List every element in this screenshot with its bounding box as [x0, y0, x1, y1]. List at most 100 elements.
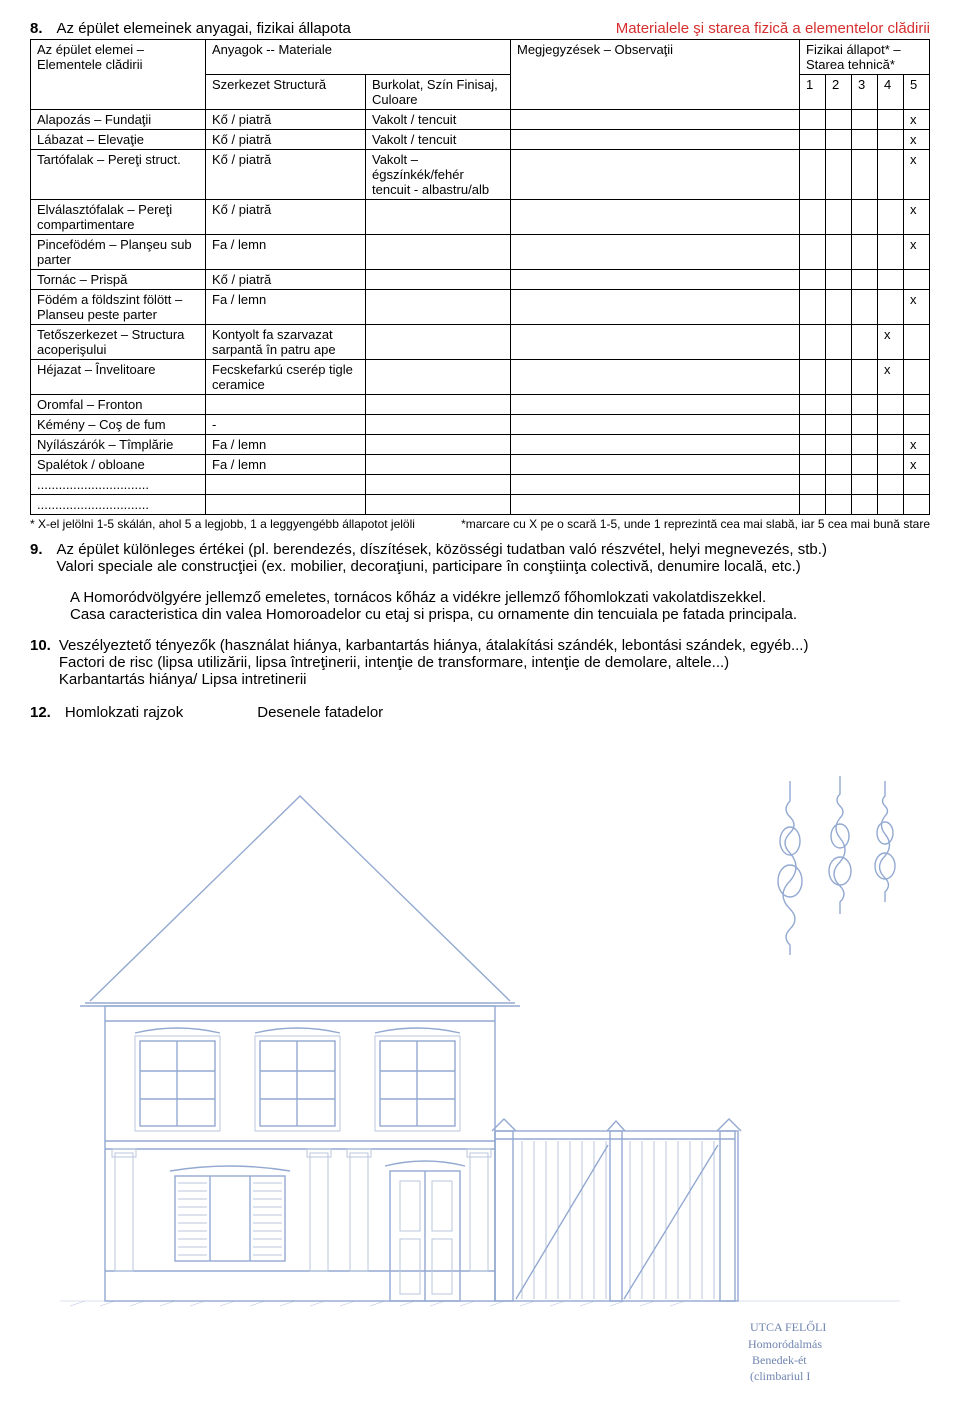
state-cell-3: [852, 495, 878, 515]
table-cell: Elválasztófalak – Pereţi compartimentare: [31, 200, 206, 235]
table-cell: [511, 235, 800, 270]
drawing-note-2: Homoródalmás: [748, 1337, 822, 1351]
table-cell: Kő / piatră: [206, 200, 366, 235]
state-cell-4: [878, 395, 904, 415]
state-cell-4: [878, 435, 904, 455]
state-cell-5: x: [904, 435, 930, 455]
state-cell-2: [826, 495, 852, 515]
state-cell-5: [904, 475, 930, 495]
table-row: Pincefödém – Planşeu sub parterFa / lemn…: [31, 235, 930, 270]
state-cell-3: [852, 415, 878, 435]
table-cell: [366, 435, 511, 455]
table-cell: -: [206, 415, 366, 435]
section-8-title-left: Az épület elemeinek anyagai, fizikai áll…: [57, 20, 602, 37]
th-n4: 4: [878, 75, 904, 110]
table-cell: [511, 395, 800, 415]
section-12-label2: Desenele fatadelor: [257, 704, 383, 721]
table-row: Tetőszerkezet – Structura acoperişuluiKo…: [31, 325, 930, 360]
table-cell: Spalétok / obloane: [31, 455, 206, 475]
state-cell-2: [826, 130, 852, 150]
th-elemei: Az épület elemei – Elementele clădirii: [31, 40, 206, 110]
table-cell: [366, 495, 511, 515]
table-cell: Fa / lemn: [206, 455, 366, 475]
section-12-label1: Homlokzati rajzok: [65, 704, 183, 721]
section-9-para1: A Homoródvölgyére jellemző emeletes, tor…: [70, 589, 930, 606]
table-cell: [366, 360, 511, 395]
state-cell-4: x: [878, 325, 904, 360]
state-cell-1: [800, 395, 826, 415]
table-cell: Alapozás – Fundaţii: [31, 110, 206, 130]
table-cell: Vakolt – égszínkék/fehér tencuit - albas…: [366, 150, 511, 200]
section-9-line1: Az épület különleges értékei (pl. berend…: [57, 541, 827, 558]
state-cell-2: [826, 110, 852, 130]
table-cell: [366, 290, 511, 325]
table-cell: [206, 395, 366, 415]
state-cell-5: [904, 270, 930, 290]
section-9-paragraphs: A Homoródvölgyére jellemző emeletes, tor…: [70, 589, 930, 623]
state-cell-1: [800, 235, 826, 270]
state-cell-2: [826, 235, 852, 270]
state-cell-3: [852, 270, 878, 290]
section-9-para2: Casa caracteristica din valea Homoroadel…: [70, 606, 930, 623]
table-cell: Fa / lemn: [206, 290, 366, 325]
table-cell: [511, 110, 800, 130]
table-cell: Fa / lemn: [206, 235, 366, 270]
state-cell-4: [878, 150, 904, 200]
drawing-note-4: (climbariul I: [750, 1369, 810, 1383]
section-9: 9. Az épület különleges értékei (pl. ber…: [30, 541, 930, 575]
section-10: 10. Veszélyeztető tényezők (használat hi…: [30, 637, 930, 688]
th-n2: 2: [826, 75, 852, 110]
table-cell: Héjazat – Învelitoare: [31, 360, 206, 395]
state-cell-3: [852, 130, 878, 150]
state-cell-5: x: [904, 200, 930, 235]
th-n3: 3: [852, 75, 878, 110]
state-cell-5: x: [904, 235, 930, 270]
th-n5: 5: [904, 75, 930, 110]
table-cell: Kő / piatră: [206, 270, 366, 290]
state-cell-4: [878, 415, 904, 435]
state-cell-5: x: [904, 130, 930, 150]
state-cell-3: [852, 435, 878, 455]
table-cell: [511, 435, 800, 455]
table-cell: Kémény – Coş de fum: [31, 415, 206, 435]
table-cell: [511, 130, 800, 150]
table-cell: [511, 495, 800, 515]
table-cell: Lábazat – Elevaţie: [31, 130, 206, 150]
state-cell-2: [826, 455, 852, 475]
state-cell-2: [826, 325, 852, 360]
state-cell-2: [826, 395, 852, 415]
state-cell-4: [878, 475, 904, 495]
state-cell-2: [826, 150, 852, 200]
state-cell-4: [878, 495, 904, 515]
table-cell: [366, 415, 511, 435]
section-8-title-right: Materialele şi starea fizică a elementel…: [616, 20, 930, 37]
state-cell-3: [852, 200, 878, 235]
state-cell-5: x: [904, 290, 930, 325]
state-cell-1: [800, 455, 826, 475]
table-cell: Tornác – Prispă: [31, 270, 206, 290]
table-row: ...............................: [31, 475, 930, 495]
state-cell-1: [800, 130, 826, 150]
table-row: Spalétok / obloaneFa / lemnx: [31, 455, 930, 475]
table-row: Elválasztófalak – Pereţi compartimentare…: [31, 200, 930, 235]
state-cell-2: [826, 475, 852, 495]
state-cell-3: [852, 110, 878, 130]
state-cell-3: [852, 235, 878, 270]
table-legend: * X-el jelölni 1-5 skálán, ahol 5 a legj…: [30, 517, 930, 531]
state-cell-1: [800, 150, 826, 200]
section-12: 12. Homlokzati rajzok Desenele fatadelor: [30, 704, 930, 721]
state-cell-3: [852, 150, 878, 200]
table-row: Lábazat – ElevaţieKő / piatrăVakolt / te…: [31, 130, 930, 150]
state-cell-4: [878, 270, 904, 290]
table-cell: ...............................: [31, 495, 206, 515]
table-cell: [511, 455, 800, 475]
state-cell-5: x: [904, 110, 930, 130]
section-12-number: 12.: [30, 704, 51, 721]
table-row: Födém a földszint fölött – Planseu peste…: [31, 290, 930, 325]
state-cell-5: [904, 415, 930, 435]
table-cell: [206, 475, 366, 495]
state-cell-5: [904, 395, 930, 415]
state-cell-1: [800, 360, 826, 395]
drawing-note-3: Benedek-ét: [752, 1353, 807, 1367]
th-allapot: Fizikai állapot* – Starea tehnică*: [800, 40, 930, 75]
